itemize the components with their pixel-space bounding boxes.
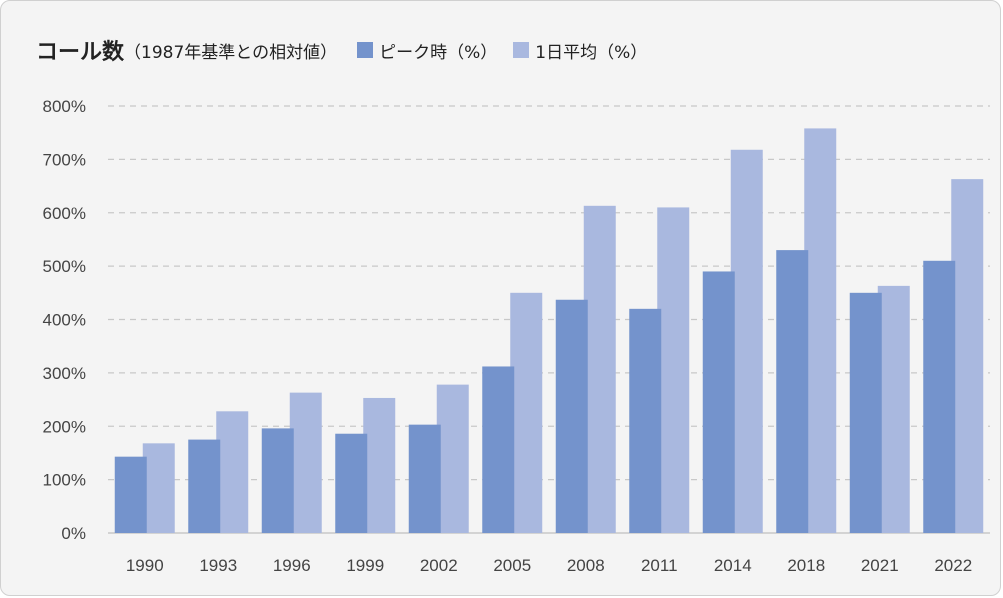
x-tick-label: 1993 [199,556,237,575]
y-tick-label: 100% [43,471,86,490]
bar-peak [555,299,588,533]
bar-daily-average [804,128,837,534]
bar-daily-average [583,205,616,533]
legend-swatch-peak [357,42,374,58]
y-tick-label: 400% [43,311,86,330]
x-tick-label: 2022 [934,556,972,575]
x-tick-label: 2008 [567,556,605,575]
bar-peak [923,260,956,533]
x-tick-label: 1990 [126,556,164,575]
x-tick-label: 1996 [273,556,311,575]
x-tick-label: 2021 [861,556,899,575]
bar-daily-average [951,179,984,533]
bar-daily-average [142,443,175,533]
bar-peak [776,250,809,534]
x-tick-label: 2011 [641,556,678,575]
y-tick-label: 600% [43,204,86,223]
bar-daily-average [363,397,396,533]
y-tick-label: 500% [43,257,86,276]
bar-peak [702,271,735,533]
y-tick-label: 700% [43,150,86,169]
bar-peak [482,366,515,533]
bar-peak [335,433,368,533]
bar-daily-average [657,207,690,533]
bar-peak [408,424,441,533]
bar-daily-average [510,292,543,533]
bar-daily-average [216,411,249,533]
x-tick-label: 2005 [493,556,531,575]
chart-header: コール数 （1987年基準との相対値） ピーク時（%） 1日平均（%） [36,34,663,66]
x-tick-label: 1999 [346,556,384,575]
bar-peak [629,308,662,533]
chart-subtitle: （1987年基準との相対値） [124,42,338,63]
y-tick-label: 200% [43,417,86,436]
bar-daily-average [730,149,763,533]
legend-label-avg: 1日平均（%） [535,42,648,63]
chart-title: コール数 [36,40,125,65]
y-tick-label: 0% [61,524,86,543]
x-tick-label: 2014 [714,556,752,575]
bar-daily-average [877,285,910,533]
x-tick-label: 2018 [787,556,825,575]
legend-label-peak: ピーク時（%） [379,42,498,63]
bar-peak [114,456,147,533]
legend-item-avg: 1日平均（%） [513,38,647,63]
bar-daily-average [289,392,322,533]
bar-daily-average [436,384,469,533]
bar-peak [188,439,221,533]
y-tick-label: 800% [43,97,86,116]
legend-item-peak: ピーク時（%） [357,38,497,63]
bar-peak [849,292,882,533]
y-tick-label: 300% [43,364,86,383]
bar-peak [261,428,294,533]
x-tick-label: 2002 [420,556,458,575]
legend-swatch-avg [513,42,530,58]
